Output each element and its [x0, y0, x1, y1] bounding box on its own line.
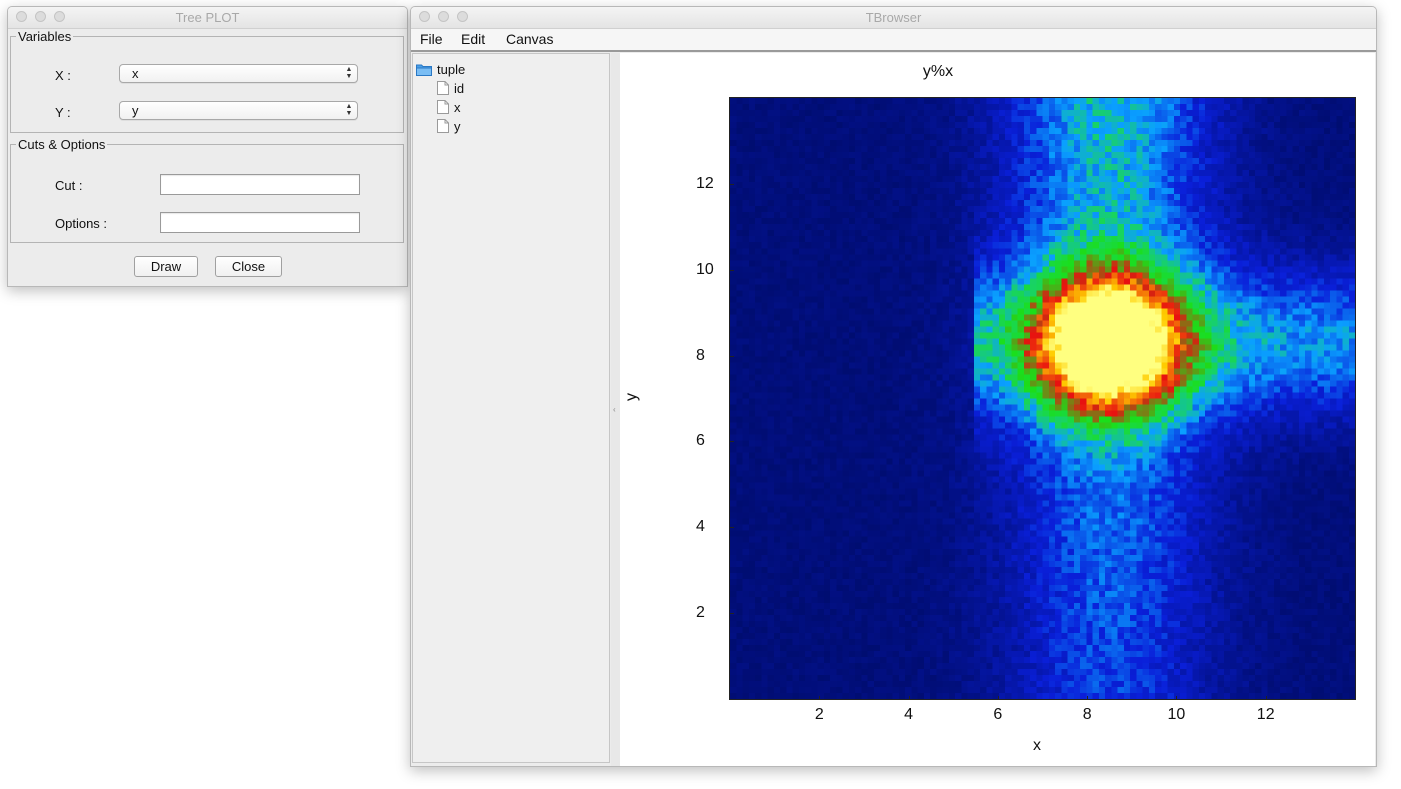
tree-panel: tuple id x y: [412, 53, 610, 763]
y-tick-mark: [730, 269, 734, 271]
heatmap-bins: [730, 98, 1355, 699]
zoom-window-icon[interactable]: [54, 11, 65, 22]
y-tick-label: 4: [696, 518, 705, 536]
options-label: Options :: [55, 216, 108, 231]
up-down-arrows-icon: ▲ ▼: [345, 103, 353, 117]
x-tick-mark: [1265, 696, 1267, 700]
plot-area[interactable]: [729, 97, 1356, 700]
x-tick-mark: [997, 696, 999, 700]
y-tick-mark: [730, 441, 734, 443]
zoom-window-icon[interactable]: [457, 11, 468, 22]
file-icon: [437, 81, 449, 95]
cuts-options-group: Cuts & Options Cut : Options :: [10, 137, 404, 243]
tree-plot-titlebar[interactable]: Tree PLOT: [8, 7, 407, 29]
tree-item-x[interactable]: x: [437, 98, 461, 116]
tbrowser-titlebar[interactable]: TBrowser: [411, 7, 1376, 29]
x-tick-label: 4: [904, 706, 914, 723]
file-icon: [437, 100, 449, 114]
y-tick-label: 8: [696, 346, 705, 364]
folder-icon: [416, 64, 432, 76]
tree-item-label: x: [454, 99, 461, 115]
x-tick-mark: [819, 696, 821, 700]
cut-input[interactable]: [160, 174, 360, 195]
x-tick-label: 6: [993, 706, 1003, 723]
tree-item-label: y: [454, 118, 461, 134]
tree-item-label: tuple: [437, 61, 466, 77]
close-button[interactable]: Close: [215, 256, 282, 277]
tree-item-id[interactable]: id: [437, 79, 464, 97]
x-tick-label: 8: [1082, 706, 1092, 723]
variables-group: Variables X : x ▲ ▼ Y : y ▲ ▼: [10, 29, 404, 133]
menu-file[interactable]: File: [420, 31, 443, 47]
y-tick-label: 12: [696, 174, 714, 192]
window-title: TBrowser: [865, 10, 922, 25]
close-window-icon[interactable]: [419, 11, 430, 22]
y-tick-mark: [730, 355, 734, 357]
x-tick-mark: [1176, 696, 1178, 700]
close-window-icon[interactable]: [16, 11, 27, 22]
file-icon: [437, 119, 449, 133]
panel-splitter[interactable]: ‹: [611, 53, 620, 766]
y-axis-label: y: [623, 393, 640, 401]
tree-plot-window: Tree PLOT Variables X : x ▲ ▼ Y : y ▲ ▼ Cu…: [7, 6, 408, 287]
x-axis-label: x: [1033, 737, 1041, 754]
y-variable-label: Y :: [55, 105, 71, 120]
tree-item-label: id: [454, 80, 465, 96]
y-tick-mark: [730, 613, 734, 615]
up-down-arrows-icon: ▲ ▼: [345, 66, 353, 80]
menu-bar: File Edit Canvas: [411, 29, 1376, 52]
x-tick-mark: [1087, 696, 1089, 700]
x-tick-label: 10: [1167, 706, 1186, 723]
tree-item-tuple[interactable]: tuple: [416, 60, 465, 78]
menu-edit[interactable]: Edit: [461, 31, 486, 47]
y-tick-label: 6: [696, 432, 705, 450]
x-variable-label: X :: [55, 68, 71, 83]
x-tick-label: 2: [814, 706, 824, 723]
tree-item-y[interactable]: y: [437, 117, 461, 135]
variables-legend: Variables: [18, 29, 72, 44]
y-tick-mark: [730, 183, 734, 185]
draw-button[interactable]: Draw: [134, 256, 198, 277]
cuts-options-legend: Cuts & Options: [18, 137, 106, 152]
y-tick-label: 2: [696, 604, 705, 622]
y-tick-mark: [730, 527, 734, 529]
y-variable-value: y: [132, 103, 139, 118]
cut-label: Cut :: [55, 178, 83, 193]
y-variable-select[interactable]: y ▲ ▼: [119, 101, 358, 120]
menu-canvas[interactable]: Canvas: [506, 31, 554, 47]
options-input[interactable]: [160, 212, 360, 233]
tbrowser-window: TBrowser File Edit Canvas tuple id: [410, 6, 1377, 767]
splitter-grip-icon: ‹: [613, 405, 616, 414]
minimize-window-icon[interactable]: [35, 11, 46, 22]
plot-canvas[interactable]: y%x 2 4 6 8 10 12 2 4 6 8 10 12 x y: [620, 53, 1375, 766]
y-tick-label: 10: [696, 260, 714, 278]
x-variable-select[interactable]: x ▲ ▼: [119, 64, 358, 83]
chart-title: y%x: [922, 63, 954, 80]
x-tick-label: 12: [1256, 706, 1275, 723]
minimize-window-icon[interactable]: [438, 11, 449, 22]
x-variable-value: x: [132, 66, 139, 81]
x-tick-mark: [908, 696, 910, 700]
window-title: Tree PLOT: [175, 10, 240, 25]
